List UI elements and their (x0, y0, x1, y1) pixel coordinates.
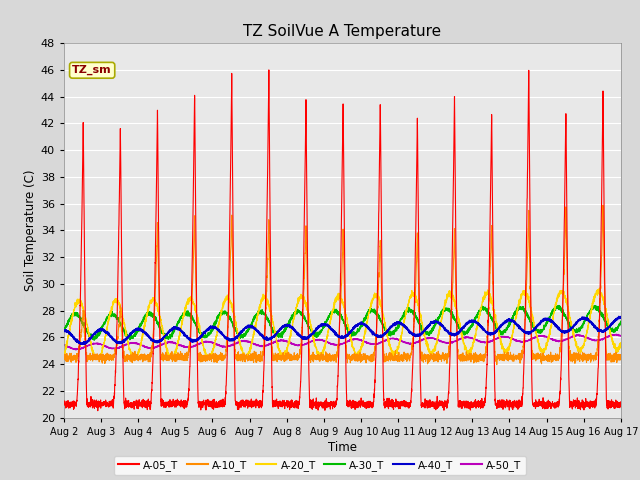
A-05_T (161, 402, 168, 408)
Line: A-40_T: A-40_T (64, 316, 621, 344)
Line: A-50_T: A-50_T (64, 334, 621, 350)
A-20_T (436, 322, 444, 328)
A-50_T (467, 336, 475, 341)
A-05_T (322, 403, 330, 409)
A-20_T (60, 349, 68, 355)
A-30_T (556, 303, 563, 309)
A-30_T (90, 337, 98, 343)
Line: A-10_T: A-10_T (64, 205, 621, 365)
A-05_T (436, 400, 444, 406)
A-20_T (617, 343, 625, 348)
A-30_T (616, 321, 624, 327)
A-20_T (161, 334, 168, 340)
A-20_T (322, 339, 330, 345)
A-10_T (616, 357, 624, 363)
A-40_T (499, 321, 507, 326)
X-axis label: Time: Time (328, 441, 357, 454)
A-30_T (617, 320, 625, 325)
A-10_T (617, 356, 625, 361)
A-20_T (467, 348, 475, 354)
A-05_T (499, 407, 507, 412)
A-40_T (616, 314, 624, 320)
A-50_T (60, 342, 68, 348)
A-10_T (599, 203, 607, 208)
Line: A-30_T: A-30_T (64, 306, 621, 340)
A-30_T (322, 319, 330, 324)
A-50_T (612, 331, 620, 337)
A-10_T (60, 355, 68, 360)
A-30_T (499, 329, 507, 335)
A-40_T (617, 315, 625, 321)
A-40_T (77, 341, 84, 347)
A-50_T (161, 341, 168, 347)
Line: A-20_T: A-20_T (64, 288, 621, 358)
A-50_T (617, 333, 625, 339)
A-20_T (596, 285, 604, 291)
A-05_T (617, 402, 625, 408)
Legend: A-05_T, A-10_T, A-20_T, A-30_T, A-40_T, A-50_T: A-05_T, A-10_T, A-20_T, A-30_T, A-40_T, … (115, 456, 525, 475)
A-20_T (499, 343, 507, 349)
A-10_T (436, 357, 444, 362)
A-50_T (436, 338, 444, 344)
A-05_T (265, 67, 273, 73)
A-05_T (616, 399, 624, 405)
A-40_T (161, 335, 168, 341)
Text: TZ_sm: TZ_sm (72, 65, 112, 75)
A-05_T (60, 400, 68, 406)
A-40_T (615, 313, 623, 319)
A-40_T (60, 328, 68, 334)
A-10_T (499, 351, 507, 357)
Y-axis label: Soil Temperature (C): Soil Temperature (C) (24, 169, 36, 291)
A-10_T (467, 351, 475, 357)
A-05_T (468, 403, 476, 408)
A-40_T (436, 322, 444, 327)
A-05_T (94, 408, 102, 414)
A-40_T (322, 323, 330, 328)
A-50_T (322, 338, 330, 344)
A-30_T (60, 326, 68, 332)
A-50_T (499, 334, 507, 339)
A-30_T (467, 324, 475, 330)
A-30_T (161, 331, 168, 336)
A-10_T (493, 362, 500, 368)
Line: A-05_T: A-05_T (64, 70, 621, 411)
A-10_T (322, 356, 330, 362)
A-30_T (436, 312, 444, 318)
A-10_T (160, 353, 168, 359)
A-50_T (616, 333, 624, 338)
Title: TZ SoilVue A Temperature: TZ SoilVue A Temperature (243, 24, 442, 39)
A-20_T (616, 344, 624, 349)
A-20_T (91, 355, 99, 360)
A-50_T (72, 347, 80, 353)
A-40_T (467, 319, 475, 324)
